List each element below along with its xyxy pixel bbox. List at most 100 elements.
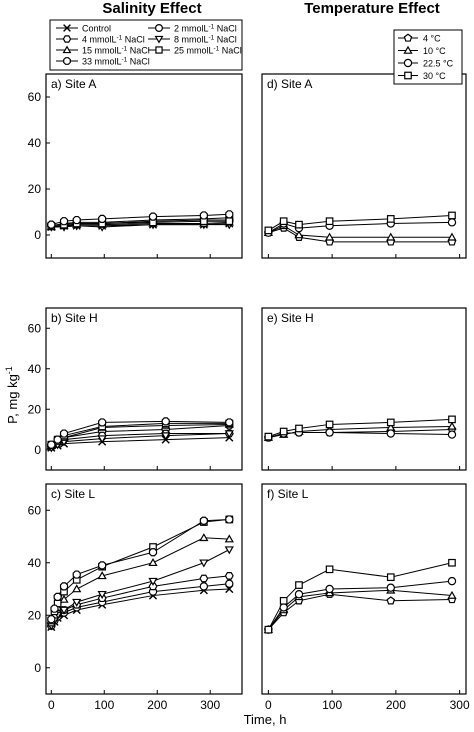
temperature-legend-label: 4 °C [423,34,441,44]
y-axis-label: P, mg kg-1 [4,366,20,424]
data-point-s4-3 [295,581,303,589]
y-tick-label: 0 [34,661,41,675]
right-column-title: Temperature Effect [304,0,440,17]
data-point-s4-6 [224,430,234,439]
plot-frame [261,73,467,259]
chart-panel-5: 0 100 200 300 0 20 40 60 c) Site L [28,483,243,712]
data-point-s4-5 [386,215,395,223]
legend-marker-circle [155,24,164,33]
plot-frame [261,307,467,471]
y-tick-label: 60 [28,321,42,335]
data-point-s4-2 [279,596,288,605]
data-point-s2-8 [199,582,209,591]
temperature-legend-label: 10 °C [423,46,446,56]
panel-title: f) Site L [267,487,309,501]
panel-title: d) Site A [267,77,312,91]
data-point-s5-7 [148,558,158,567]
plot-frame [45,307,243,471]
y-tick-label: 0 [34,443,41,457]
data-point-s7-8 [199,516,208,525]
panels: 0 20 40 60 a) Site A d) Site A 0 20 40 60 b) Site … [28,73,470,712]
data-point-s7-6 [199,211,208,220]
y-tick-label: 40 [28,362,42,376]
salinity-legend-label: 4 mmolL-1 NaCl [82,35,145,45]
data-point-s4-4 [97,435,107,444]
salinity-legend-label: 2 mmolL-1 NaCl [174,24,237,34]
data-point-s5-4 [59,594,69,603]
data-point-s7-9 [225,515,234,524]
data-point-s7-2 [53,435,62,444]
data-point-s5-5 [72,584,82,593]
y-tick-label: 0 [34,228,41,242]
data-point-s7-1 [47,615,56,624]
data-point-s3-5 [386,583,395,592]
y-tick-label: 40 [28,556,42,570]
data-point-s4-4 [325,420,334,429]
data-point-s4-1 [264,432,273,441]
x-tick-label: 0 [265,698,272,712]
data-point-s7-3 [53,592,62,601]
data-point-s4-8 [199,559,209,568]
data-point-s4-2 [279,427,288,436]
panel-title: a) Site A [51,77,96,91]
legend-marker-circle [403,58,413,68]
data-point-s7-2 [59,217,69,226]
data-point-s4-6 [448,211,456,220]
x-tick-label: 0 [48,698,55,712]
x-tick-label: 300 [450,698,470,712]
data-point-s2-3 [294,230,304,239]
data-point-s4-2 [279,217,288,226]
panel-title: e) Site H [267,311,314,325]
chart-panel-1: 0 20 40 60 a) Site A [28,73,243,259]
legend-marker-triangle-up [403,45,413,54]
x-tick-label: 200 [386,698,406,712]
data-point-s7-3 [59,429,69,438]
chart-panel-4: e) Site H [261,307,467,471]
plot-frame [45,73,243,259]
legend-marker-x [63,24,71,32]
y-tick-label: 20 [28,402,42,416]
data-point-s4-5 [386,418,395,427]
data-point-s7-7 [148,548,158,557]
data-point-s7-7 [225,210,234,219]
x-tick-label: 200 [147,698,167,712]
data-point-s5-8 [199,533,209,542]
legend-marker-square [155,46,163,54]
data-point-s4-4 [325,217,334,226]
data-point-s3-6 [447,218,457,227]
data-point-s4-1 [264,226,273,235]
salinity-legend-label: 25 mmolL-1 NaCl [174,46,242,56]
data-point-s3-6 [447,576,457,586]
data-point-s4-5 [386,573,395,582]
data-point-s3-3 [294,590,304,599]
x-tick-label: 100 [322,698,342,712]
data-point-s4-4 [59,606,69,615]
data-point-s3-6 [447,430,457,439]
data-point-s7-3 [72,215,81,225]
data-point-s3-7 [148,582,158,591]
salinity-legend: Control 2 mmolL-1 NaCl 4 mmolL-1 NaCl 8 mmo… [49,19,243,71]
data-point-s2-4 [324,232,335,241]
plot-frame [45,483,243,695]
data-point-s4-3 [295,424,303,433]
data-point-s7-2 [50,604,59,613]
panel-title: c) Site L [51,487,95,501]
data-point-s3-4 [325,584,334,594]
data-point-s7-6 [225,418,234,427]
salinity-legend-label: 8 mmolL-1 NaCl [174,35,237,45]
temperature-legend-label: 22.5 °C [423,59,454,69]
salinity-legend-box [49,19,243,71]
data-point-s3-5 [386,429,395,438]
legend-marker-octagon [63,57,71,65]
data-point-s5-9 [224,534,234,543]
data-point-s7-5 [161,417,170,426]
data-point-s4-9 [224,546,234,555]
x-tick-label: 300 [200,698,220,712]
y-tick-label: 20 [28,608,42,622]
data-point-s2-6 [447,590,457,599]
chart-panel-3: 0 20 40 60 b) Site H [28,307,243,471]
data-point-s4-6 [448,415,456,424]
left-column-title: Salinity Effect [102,0,201,17]
legend-marker-square [404,71,412,80]
y-tick-label: 40 [28,136,42,150]
